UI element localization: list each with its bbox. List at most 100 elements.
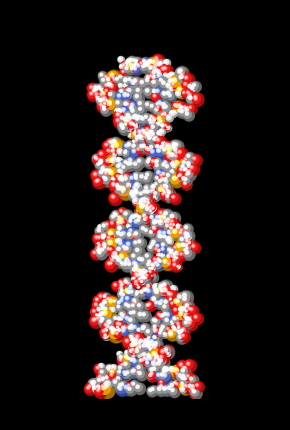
Circle shape [150,242,159,251]
Circle shape [146,199,150,203]
Circle shape [135,132,148,144]
Circle shape [180,169,181,170]
Circle shape [137,267,150,280]
Circle shape [144,276,145,278]
Circle shape [113,299,119,305]
Circle shape [141,271,152,282]
Circle shape [122,175,133,186]
Circle shape [134,264,138,268]
Circle shape [141,61,150,70]
Circle shape [176,300,177,301]
Circle shape [138,101,141,104]
Circle shape [131,348,135,351]
Circle shape [132,343,133,344]
Circle shape [87,387,89,388]
Circle shape [134,326,135,328]
Circle shape [185,315,196,325]
Circle shape [137,89,138,90]
Circle shape [102,332,110,341]
Circle shape [114,172,124,183]
Circle shape [120,285,122,286]
Circle shape [136,292,138,293]
Circle shape [140,209,144,212]
Circle shape [93,387,99,393]
Circle shape [134,135,141,142]
Circle shape [108,179,123,193]
Circle shape [111,159,113,161]
Circle shape [143,130,156,143]
Circle shape [157,143,169,154]
Circle shape [150,119,153,122]
Circle shape [171,161,178,168]
Circle shape [150,119,161,130]
Circle shape [102,224,105,227]
Circle shape [118,121,127,130]
Circle shape [124,144,128,147]
Circle shape [125,160,133,168]
Circle shape [170,364,187,381]
Circle shape [167,353,169,354]
Circle shape [150,131,152,132]
Circle shape [104,323,114,333]
Circle shape [110,85,113,88]
Circle shape [150,215,153,219]
Circle shape [173,317,176,320]
Circle shape [108,246,117,255]
Circle shape [149,339,159,349]
Circle shape [159,61,162,65]
Circle shape [158,172,168,182]
Circle shape [140,286,151,296]
Circle shape [145,204,147,206]
Circle shape [178,109,181,112]
Circle shape [162,190,168,197]
Circle shape [128,128,135,135]
Circle shape [153,64,159,69]
Circle shape [119,163,121,165]
Circle shape [165,326,174,335]
Circle shape [121,63,130,72]
Circle shape [107,236,110,240]
Circle shape [118,150,120,152]
Circle shape [168,248,170,251]
Circle shape [141,198,151,207]
Circle shape [155,355,157,357]
Circle shape [137,130,141,133]
Circle shape [156,59,169,71]
Circle shape [98,247,99,248]
Circle shape [126,258,136,268]
Circle shape [137,172,149,184]
Circle shape [149,206,151,209]
Circle shape [129,338,134,343]
Circle shape [139,199,146,206]
Circle shape [124,385,128,389]
Circle shape [192,313,200,322]
Circle shape [152,256,159,263]
Circle shape [158,234,165,240]
Circle shape [139,199,142,201]
Circle shape [115,256,127,268]
Circle shape [134,198,144,208]
Circle shape [164,287,165,289]
Circle shape [119,218,124,223]
Circle shape [129,346,141,358]
Circle shape [115,240,117,242]
Circle shape [129,147,142,160]
Circle shape [150,202,156,209]
Circle shape [124,117,127,121]
Circle shape [168,249,169,250]
Circle shape [171,250,172,251]
Circle shape [98,86,101,89]
Circle shape [170,219,173,223]
Circle shape [97,159,105,166]
Circle shape [146,355,153,362]
Circle shape [151,356,164,369]
Circle shape [182,156,191,164]
Circle shape [150,274,153,277]
Circle shape [134,145,146,157]
Circle shape [130,215,136,221]
Circle shape [158,123,167,132]
Circle shape [185,226,188,229]
Circle shape [118,83,122,87]
Circle shape [176,264,182,270]
Circle shape [156,122,159,125]
